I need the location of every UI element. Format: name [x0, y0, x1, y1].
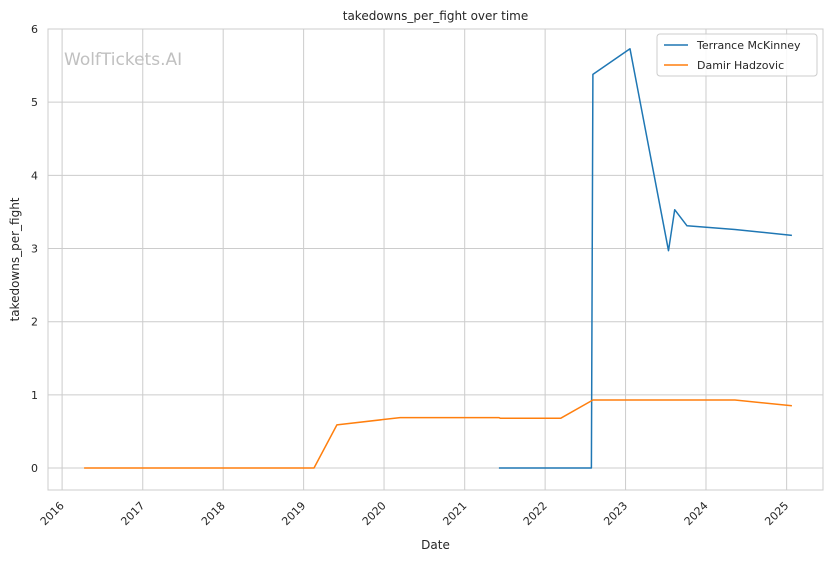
series-line-damir-hadzovic [84, 399, 792, 469]
series-lines [84, 48, 792, 469]
x-tick-label: 2016 [38, 499, 67, 528]
y-axis-ticks: 0 1 2 3 4 5 6 [31, 23, 38, 475]
x-tick-label: 2017 [118, 499, 147, 528]
y-axis-label: takedowns_per_fight [8, 197, 22, 321]
legend-label-terrance-mckinney: Terrance McKinney [696, 39, 801, 52]
x-tick-label: 2023 [601, 499, 630, 528]
y-tick-label: 4 [31, 169, 38, 182]
x-tick-label: 2018 [199, 499, 228, 528]
y-tick-label: 0 [31, 462, 38, 475]
chart-title: takedowns_per_fight over time [343, 9, 529, 23]
legend: Terrance McKinney Damir Hadzovic [656, 33, 818, 77]
x-tick-label: 2021 [440, 499, 469, 528]
legend-label-damir-hadzovic: Damir Hadzovic [697, 59, 784, 72]
x-tick-label: 2025 [762, 499, 791, 528]
watermark: WolfTickets.AI [64, 50, 182, 70]
x-tick-label: 2020 [360, 499, 389, 528]
series-line-terrance-mckinney [498, 48, 792, 469]
y-tick-label: 3 [31, 243, 38, 256]
x-axis-label: Date [421, 538, 450, 552]
x-tick-label: 2024 [682, 499, 711, 528]
x-tick-label: 2022 [521, 499, 550, 528]
y-tick-label: 6 [31, 23, 38, 36]
y-tick-label: 5 [31, 96, 38, 109]
y-tick-label: 2 [31, 316, 38, 329]
plot-frame [47, 28, 824, 491]
y-tick-label: 1 [31, 389, 38, 402]
x-axis-ticks: 2016 2017 2018 2019 2020 2021 2022 2023 2024 2025 [38, 499, 792, 528]
x-tick-label: 2019 [279, 499, 308, 528]
grid [48, 28, 823, 490]
legend-box [656, 33, 818, 77]
